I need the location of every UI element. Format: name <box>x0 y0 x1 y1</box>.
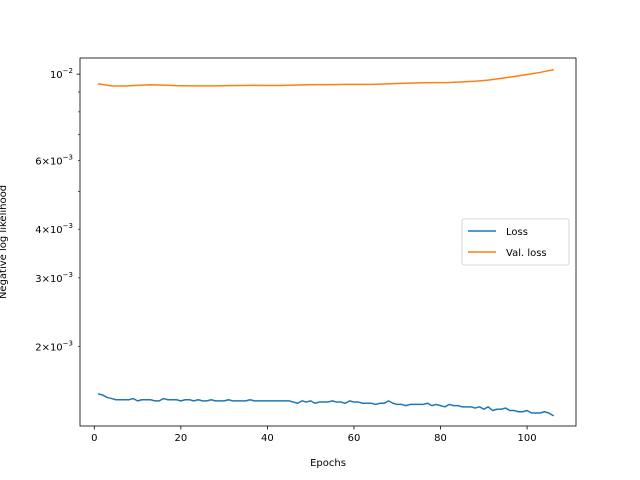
x-tick-label: 60 <box>348 433 361 444</box>
y-axis-label: Negative log likelihood <box>0 185 9 299</box>
x-tick-label: 40 <box>261 433 274 444</box>
series-line-1 <box>97 68 554 87</box>
series-line-0 <box>97 393 555 417</box>
legend: Loss Val. loss <box>461 218 570 266</box>
x-tick-label: 0 <box>91 433 97 444</box>
y-tick-label: 10−2 <box>50 67 73 81</box>
x-tick-label: 20 <box>174 433 187 444</box>
y-axis: 10−2 6×10−3 4×10−3 3×10−3 2×10−3 <box>35 67 80 353</box>
legend-label: Loss <box>506 227 528 238</box>
plot-area <box>97 68 555 417</box>
plot-frame <box>79 57 577 427</box>
y-tick-label: 4×10−3 <box>35 222 73 236</box>
y-tick-label: 2×10−3 <box>35 339 73 353</box>
y-tick-label: 6×10−3 <box>35 154 73 168</box>
x-axis: 0 20 40 60 80 100 <box>91 426 537 444</box>
y-tick-label: 3×10−3 <box>35 271 73 285</box>
x-tick-label: 100 <box>518 433 537 444</box>
x-axis-label: Epochs <box>310 458 346 469</box>
legend-label: Val. loss <box>506 248 547 259</box>
x-tick-label: 80 <box>434 433 447 444</box>
